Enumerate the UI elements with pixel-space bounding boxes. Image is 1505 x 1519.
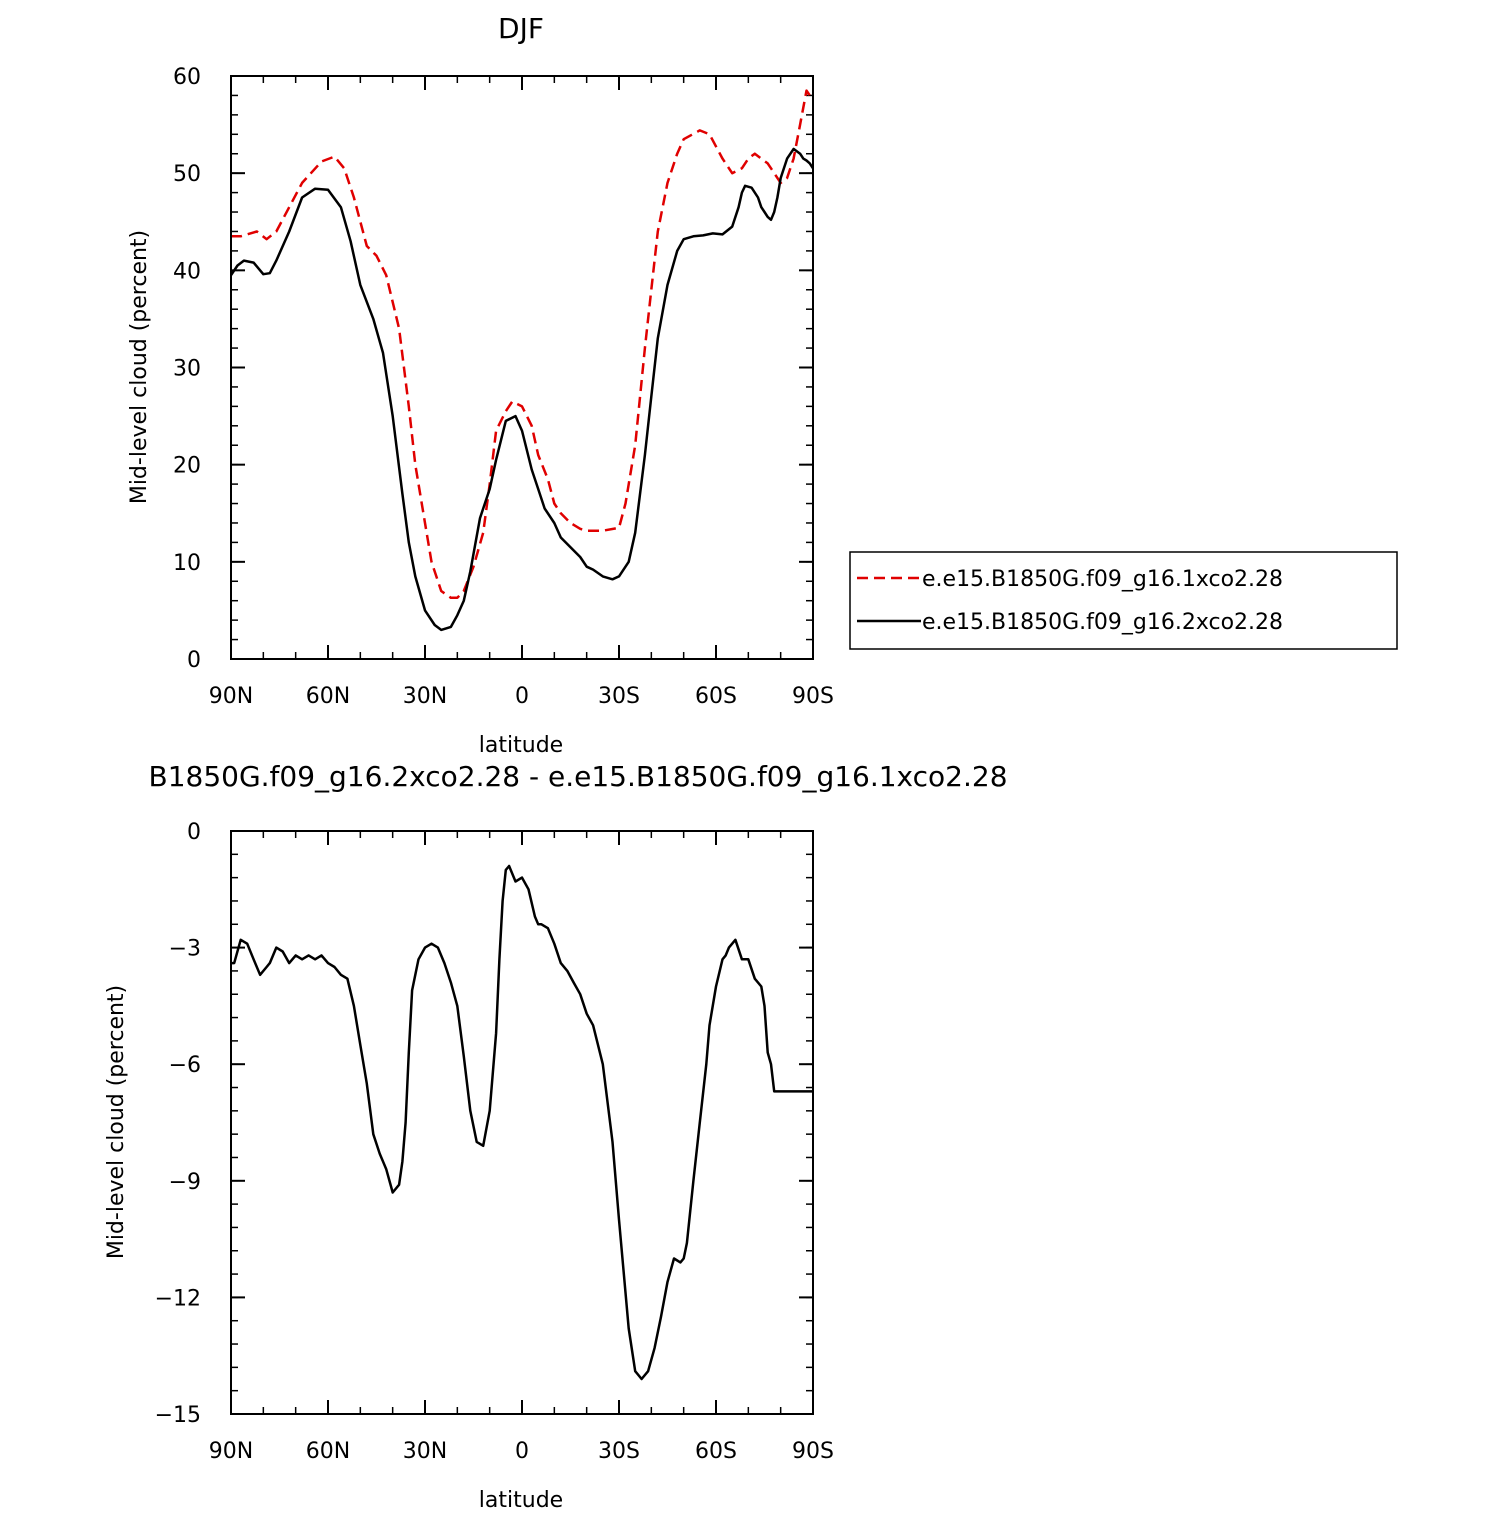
y-tick-label: 40: [173, 259, 201, 284]
bottom-x-axis-label: latitude: [479, 1488, 563, 1513]
x-tick-label: 30S: [598, 684, 640, 709]
legend-label-1: e.e15.B1850G.f09_g16.1xco2.28: [922, 567, 1283, 592]
legend-box: [849, 551, 1398, 650]
top-plot-frame: [230, 75, 814, 660]
top-series: [229, 89, 815, 632]
top-y-axis-label: Mid-level cloud (percent): [127, 230, 152, 504]
top-panel-title: DJF: [498, 12, 544, 45]
y-tick-label: 0: [187, 648, 201, 673]
legend-label-2: e.e15.B1850G.f09_g16.2xco2.28: [922, 610, 1283, 635]
bottom-x-ticks: 90N 60N 30N 0 30S 60S 90S: [209, 831, 834, 1464]
bottom-y-axis-label: Mid-level cloud (percent): [104, 985, 129, 1259]
y-tick-label: 0: [187, 820, 201, 845]
legend: e.e15.B1850G.f09_g16.1xco2.28 e.e15.B185…: [849, 551, 1398, 650]
y-tick-label: 50: [173, 162, 201, 187]
y-tick-label: −3: [169, 937, 201, 962]
x-tick-label: 0: [515, 684, 529, 709]
x-tick-label: 90S: [792, 1439, 834, 1464]
x-tick-label: 60N: [306, 684, 350, 709]
y-tick-label: −6: [169, 1053, 201, 1078]
y-tick-label: −9: [169, 1170, 201, 1195]
top-x-ticks: 90N 60N 30N 0 30S 60S 90S: [209, 76, 834, 709]
x-tick-label: 60S: [695, 1439, 737, 1464]
x-tick-label: 90S: [792, 684, 834, 709]
y-tick-label: 60: [173, 65, 201, 90]
top-panel: DJF 90N 60N 30N 0 30S 60S 90S 0 10 20 30 40 50 60 la…: [127, 12, 1398, 758]
y-tick-label: −12: [155, 1286, 201, 1311]
series-line-2: [229, 147, 815, 632]
series-line-1: [231, 89, 815, 600]
y-tick-label: 30: [173, 357, 201, 382]
x-tick-label: 0: [515, 1439, 529, 1464]
x-tick-label: 60S: [695, 684, 737, 709]
bottom-panel: B1850G.f09_g16.2xco2.28 - e.e15.B1850G.f…: [104, 760, 1008, 1513]
x-tick-label: 30S: [598, 1439, 640, 1464]
top-y-ticks: 0 10 20 30 40 50 60: [173, 65, 813, 673]
x-tick-label: 60N: [306, 1439, 350, 1464]
bottom-panel-title: B1850G.f09_g16.2xco2.28 - e.e15.B1850G.f…: [148, 760, 1007, 793]
y-tick-label: 10: [173, 551, 201, 576]
y-tick-label: 20: [173, 454, 201, 479]
x-tick-label: 30N: [403, 684, 447, 709]
series-line-1: [231, 864, 813, 1381]
bottom-series: [231, 864, 813, 1381]
bottom-plot-frame: [230, 830, 814, 1415]
top-x-axis-label: latitude: [479, 733, 563, 758]
x-tick-label: 90N: [209, 1439, 253, 1464]
y-tick-label: −15: [155, 1403, 201, 1428]
x-tick-label: 90N: [209, 684, 253, 709]
x-tick-label: 30N: [403, 1439, 447, 1464]
bottom-y-ticks: 0 −3 −6 −9 −12 −15: [155, 820, 813, 1428]
